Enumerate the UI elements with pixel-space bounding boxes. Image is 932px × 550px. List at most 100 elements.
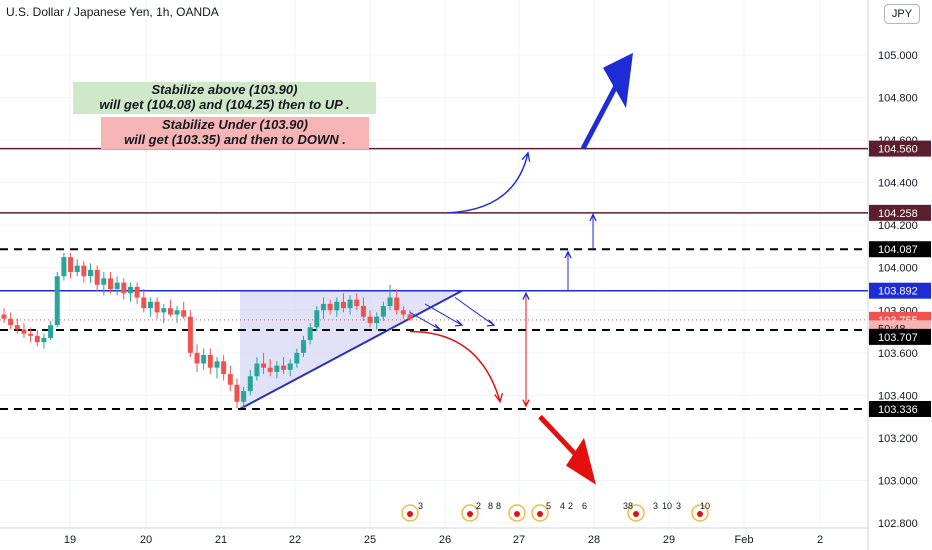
candle-body <box>187 316 193 353</box>
event-marker-dot <box>537 511 543 517</box>
candle-body <box>107 278 113 289</box>
candle-body <box>147 301 153 309</box>
big-up-arrow-shaft <box>580 77 623 150</box>
y-tick-label: 103.400 <box>878 390 918 402</box>
big-down-arrow-shaft <box>538 414 580 459</box>
y-tick-label: 102.800 <box>878 518 918 530</box>
arrow-head <box>486 319 496 327</box>
price-label-box <box>869 140 931 157</box>
y-tick-label: 103.200 <box>878 433 918 445</box>
candle-body <box>114 282 120 289</box>
candle-body <box>354 299 360 307</box>
event-marker-count: 2 <box>476 501 481 511</box>
candle-body <box>234 384 240 402</box>
candle-body <box>394 297 400 311</box>
y-tick-label: 104.800 <box>878 93 918 105</box>
event-marker-count: 4 <box>560 501 565 511</box>
price-label-box <box>869 204 931 221</box>
event-marker-count: 5 <box>546 501 551 511</box>
y-tick-label: 103.600 <box>878 348 918 360</box>
x-tick-label: 29 <box>663 534 675 546</box>
currency-button[interactable]: JPY <box>884 4 920 24</box>
price-label-text: 103.707 <box>878 332 918 344</box>
candle-body <box>74 265 80 272</box>
candle-body <box>154 301 160 313</box>
event-marker-count: 8 <box>496 501 501 511</box>
price-label-box <box>869 241 931 258</box>
event-marker-dot <box>467 511 473 517</box>
candle-body <box>340 301 346 309</box>
price-label-box <box>869 328 931 345</box>
proj-arrow-1 <box>409 311 441 330</box>
arrow-head <box>494 392 504 404</box>
price-label-box <box>869 282 931 299</box>
arrow-head <box>589 213 597 222</box>
candle-body <box>48 325 54 338</box>
up-note-line-2: will get (104.08) and (104.25) then to U… <box>99 97 350 112</box>
event-marker-dot <box>514 511 520 517</box>
arrow-head <box>522 399 530 408</box>
candle-body <box>34 335 40 343</box>
x-tick-label: 2 <box>817 534 823 546</box>
candle-body <box>227 374 233 385</box>
candle-body <box>367 316 373 324</box>
arrow-head <box>454 319 464 327</box>
candle-body <box>400 310 406 315</box>
down-note-line-1: Stabilize Under (103.90) <box>162 117 308 132</box>
event-marker-count: 3 <box>676 501 681 511</box>
big-down-arrow-head <box>566 437 596 485</box>
price-label-text: 104.087 <box>878 244 918 256</box>
x-tick-label: 21 <box>215 534 227 546</box>
candle-body <box>320 303 326 311</box>
candle-body <box>141 297 147 309</box>
proj-arrow-3 <box>454 297 495 326</box>
arrow-head <box>522 291 530 300</box>
candle-body <box>88 269 94 277</box>
triangle-support-line <box>239 289 463 410</box>
candle-body <box>21 329 27 334</box>
candle-body <box>101 278 107 285</box>
event-marker-count: 3 <box>418 501 423 511</box>
x-tick-label: 19 <box>64 534 76 546</box>
event-marker-dot <box>407 511 413 517</box>
candle-body <box>81 265 87 277</box>
candle-body <box>274 365 280 372</box>
symbol-title: U.S. Dollar / Japanese Yen, 1h, OANDA <box>6 5 219 19</box>
candle-body <box>380 306 386 317</box>
candle-body <box>301 340 307 353</box>
candle-body <box>28 333 34 336</box>
candle-body <box>261 363 267 368</box>
proj-arrow-2 <box>424 303 463 326</box>
event-marker-dot <box>633 511 639 517</box>
candle-body <box>407 314 413 319</box>
candle-body <box>207 354 213 368</box>
price-label-text: 104.560 <box>878 144 918 156</box>
candle-body <box>1 314 7 319</box>
candle-body <box>314 310 320 328</box>
candle-body <box>174 310 180 315</box>
y-tick-label: 104.000 <box>878 263 918 275</box>
candle-body <box>360 306 366 317</box>
price-label-text: 103.892 <box>878 286 918 298</box>
x-tick-label: 26 <box>439 534 451 546</box>
event-marker-count: 6 <box>582 501 587 511</box>
x-tick-label: 22 <box>289 534 301 546</box>
event-marker-count: 8 <box>488 501 493 511</box>
x-tick-label: 28 <box>588 534 600 546</box>
down-scenario-note: Stabilize Under (103.90) will get (103.3… <box>101 117 369 149</box>
candle-body <box>214 361 220 368</box>
candle-body <box>121 282 127 294</box>
price-label-text: 103.336 <box>878 404 918 416</box>
x-tick-label: Feb <box>735 534 754 546</box>
candle-body <box>294 352 300 364</box>
candle-body <box>61 257 67 277</box>
y-tick-label: 104.400 <box>878 178 918 190</box>
event-marker-dot <box>697 511 703 517</box>
candle-body <box>54 276 60 326</box>
candle-body <box>94 269 100 285</box>
big-up-arrow-head <box>603 52 633 109</box>
candle-body <box>327 303 333 311</box>
candle-body <box>194 352 200 364</box>
